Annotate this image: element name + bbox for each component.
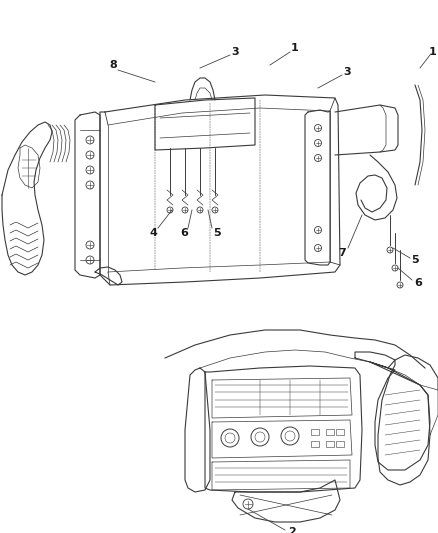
Text: 7: 7 [338,248,346,258]
Text: 4: 4 [149,228,157,238]
Bar [326,441,334,447]
Bar [336,441,344,447]
Text: 6: 6 [180,228,188,238]
Text: 1: 1 [291,43,299,53]
Text: 6: 6 [414,278,422,288]
Bar [311,429,319,435]
Bar [326,429,334,435]
Bar [311,441,319,447]
Text: 3: 3 [343,67,351,77]
Text: 3: 3 [231,47,239,57]
Text: 8: 8 [109,60,117,70]
Bar [336,429,344,435]
Text: 2: 2 [288,527,296,533]
Text: 5: 5 [213,228,221,238]
Text: 1: 1 [429,47,437,57]
Text: 5: 5 [411,255,419,265]
